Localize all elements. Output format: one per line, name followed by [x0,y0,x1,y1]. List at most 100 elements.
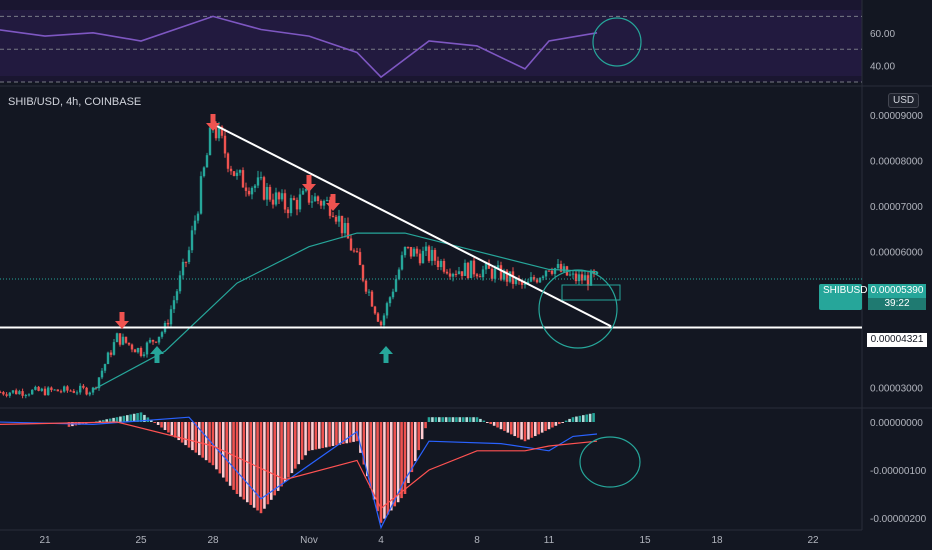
candle-body [190,230,194,251]
candle-body [229,168,233,172]
candle-body [196,213,200,221]
macd-histogram-bar [112,417,115,422]
macd-histogram-bar [311,422,314,451]
candle-body [79,385,82,393]
candle-body [262,177,266,200]
candle-body [103,364,107,371]
candle-body [226,153,230,169]
candle-body [11,390,15,393]
candle-body [511,271,515,284]
candle-body [445,271,449,274]
macd-histogram-bar [448,417,451,422]
sell-arrow-icon [115,312,129,329]
candle-body [91,387,95,393]
macd-histogram-bar [482,420,486,422]
candle-body [199,176,203,214]
candle-body [463,262,467,276]
candle-body [265,187,269,200]
candle-body [27,394,31,396]
candle-body [66,386,69,391]
candle-body [466,262,470,279]
macd-histogram-bar [115,417,119,422]
candle-body [21,391,24,396]
macd-histogram-bar [533,422,537,437]
candle-body [538,277,542,283]
macd-histogram-bar [513,422,517,437]
candle-body [280,193,284,200]
price-tick-label: 0.00007000 [870,202,923,213]
candle-body [298,194,302,210]
macd-histogram-bar [379,422,383,523]
candle-body [568,274,572,276]
price-tick-label: 0.00006000 [870,247,923,258]
macd-histogram-bar [143,414,146,422]
candle-body [217,126,221,139]
macd-histogram-bar [568,418,571,422]
candle-body [556,263,560,269]
candle-body [34,386,37,390]
candle-body [484,263,488,270]
macd-histogram-bar [588,413,592,422]
macd-histogram-bar [122,415,126,422]
macd-histogram-bar [108,418,112,422]
macd-histogram-bar [383,422,386,519]
macd-histogram-bar [458,417,462,422]
currency-button[interactable]: USD [888,93,920,108]
macd-histogram-bar [132,413,136,422]
candle-body [106,352,110,365]
candle-body [409,246,413,257]
candle-body [412,248,416,257]
candle-body [337,215,341,222]
candle-body [56,389,59,392]
candle-body [577,274,581,282]
candle-body [130,344,134,350]
candle-body [208,127,212,156]
candle-body [583,275,587,281]
macd-histogram-bar [283,422,287,482]
candle-body [47,387,50,396]
macd-histogram-bar [468,417,472,422]
macd-histogram-bar [554,422,558,426]
macd-histogram-bar [557,422,561,425]
candle-body [559,263,563,272]
macd-histogram-bar [369,422,373,488]
macd-histogram-bar [156,422,160,425]
candle-body [334,216,338,222]
candle-body [40,388,43,391]
candle-body [178,275,182,292]
candle-body [15,390,18,395]
candle-body [310,201,314,203]
candle-body [166,322,170,325]
candle-body [523,283,527,285]
macd-histogram-bar [341,422,345,444]
macd-histogram-bar [413,422,417,462]
candle-body [451,273,455,277]
candle-body [325,199,329,201]
macd-histogram-bar [293,422,297,469]
candle-body [18,391,21,395]
macd-histogram-bar [530,422,534,438]
macd-histogram-bar [444,417,448,422]
candle-body [214,127,218,139]
macd-histogram-bar [393,422,397,507]
macd-histogram-bar [427,417,431,422]
macd-histogram-bar [407,422,410,484]
candle-body [205,155,209,168]
candle-body [436,260,440,267]
macd-histogram-bar [455,417,458,422]
candle-body [43,388,47,396]
candle-body [535,279,539,283]
macd-histogram-bar [266,422,270,505]
macd-histogram-bar [575,416,578,422]
candle-body [53,389,56,391]
macd-histogram-bar [338,422,342,445]
candle-body [175,291,179,301]
candle-body [133,349,137,353]
candle-body [433,249,437,261]
candle-body [388,297,392,304]
candle-body [487,263,491,269]
rsi-highlight-circle [592,17,642,67]
candle-body [271,199,275,205]
macd-histogram-bar [321,422,325,449]
